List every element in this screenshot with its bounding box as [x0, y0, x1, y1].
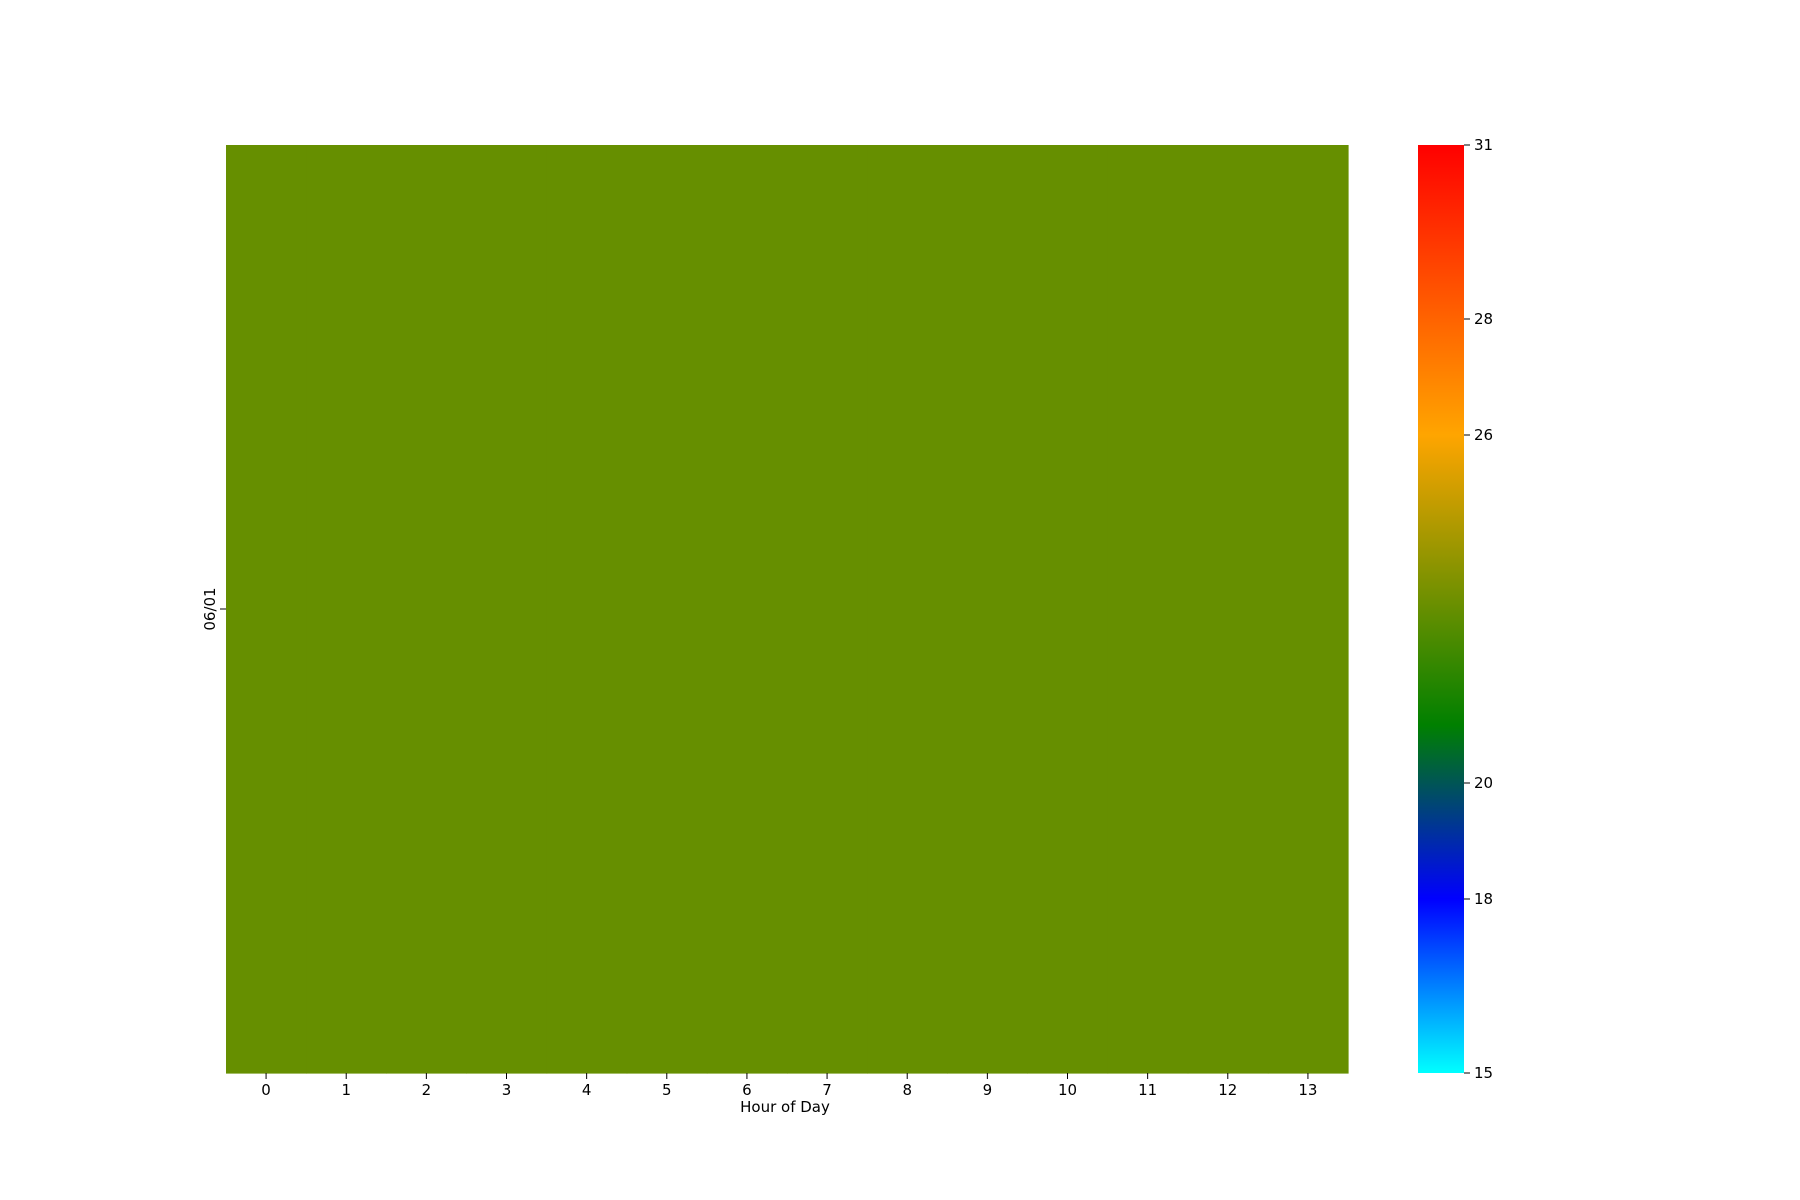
- colorbar-tick-label: 15: [1474, 1064, 1493, 1082]
- x-axis-label: Hour of Day: [740, 1098, 830, 1116]
- x-tick-label: 8: [902, 1081, 912, 1099]
- heatmap-area: [226, 145, 1349, 1074]
- x-tick-label: 4: [582, 1081, 592, 1099]
- x-tick-label: 11: [1138, 1081, 1157, 1099]
- x-tick-label: 10: [1058, 1081, 1077, 1099]
- heatmap-cell: [947, 145, 1029, 1074]
- colorbar-gradient: [1418, 145, 1464, 1073]
- heatmap-cell: [706, 145, 788, 1074]
- x-tick-label: 2: [422, 1081, 432, 1099]
- y-axis: 06/01: [201, 587, 226, 631]
- colorbar-tick-label: 18: [1474, 890, 1493, 908]
- x-tick-label: 5: [662, 1081, 672, 1099]
- colorbar: 15 18 20 26 28 31: [1418, 136, 1493, 1082]
- heatmap-cell: [386, 145, 468, 1074]
- x-tick-label: 9: [983, 1081, 993, 1099]
- heatmap-cell: [1187, 145, 1269, 1074]
- heatmap-cell: [867, 145, 948, 1074]
- x-tick-label: 12: [1218, 1081, 1237, 1099]
- colorbar-tick-label: 31: [1474, 136, 1493, 154]
- x-axis: 0 1 2 3 4 5 6 7 8 9 10 11 12 13: [261, 1073, 1317, 1099]
- y-tick-label: 06/01: [201, 587, 219, 630]
- x-tick-label: 13: [1298, 1081, 1317, 1099]
- x-tick-label: 1: [341, 1081, 351, 1099]
- colorbar-tick-label: 28: [1474, 310, 1493, 328]
- x-tick-label: 0: [261, 1081, 271, 1099]
- heatmap-cell: [226, 145, 307, 1074]
- x-tick-label: 7: [822, 1081, 832, 1099]
- heatmap-cell: [1027, 145, 1109, 1074]
- heatmap-cell: [1267, 145, 1349, 1074]
- heatmap-cell: [466, 145, 548, 1074]
- heatmap-cell: [626, 145, 708, 1074]
- x-tick-label: 3: [502, 1081, 512, 1099]
- heatmap-cell: [1107, 145, 1189, 1074]
- heatmap-cell: [787, 145, 868, 1074]
- colorbar-tick-label: 26: [1474, 426, 1493, 444]
- colorbar-tick-label: 20: [1474, 774, 1493, 792]
- heatmap-cell: [306, 145, 387, 1074]
- heatmap-cell: [546, 145, 628, 1074]
- x-tick-label: 6: [742, 1081, 752, 1099]
